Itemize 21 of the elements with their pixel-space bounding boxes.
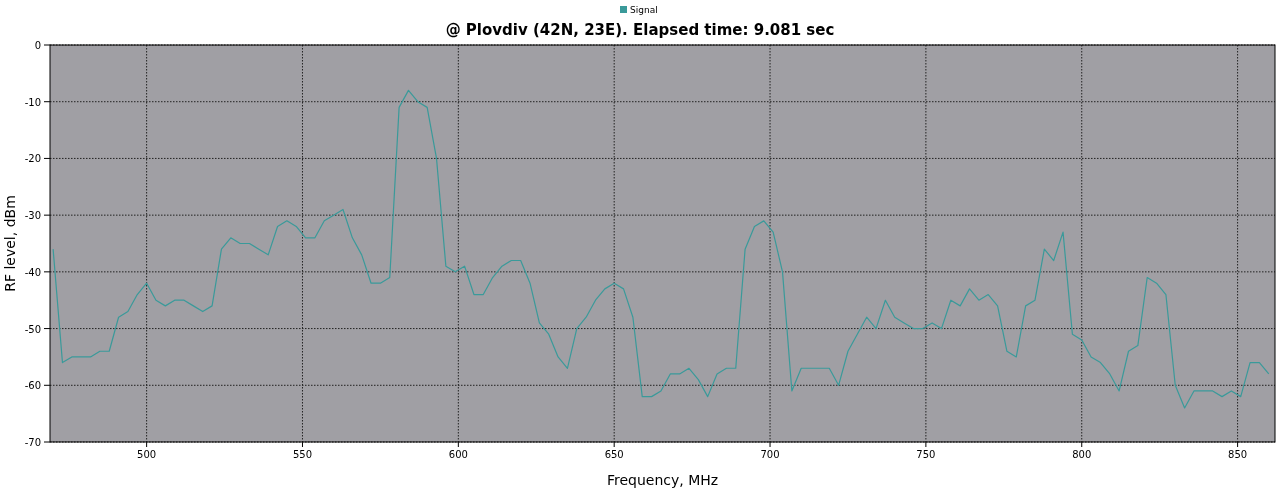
y-axis-title: RF level, dBm [2, 195, 18, 292]
y-tick-label: -30 [24, 210, 41, 222]
y-tick-label: -60 [24, 380, 41, 392]
y-tick-label: -40 [24, 266, 41, 278]
chart-title: @ Plovdiv (42N, 23E). Elapsed time: 9.081 sec [445, 21, 835, 39]
x-tick-label: 500 [137, 449, 157, 460]
x-tick-label: 600 [448, 449, 468, 460]
y-tick-label: -50 [24, 323, 41, 335]
line-series [52, 89, 1270, 409]
x-tick-label: 850 [1228, 449, 1248, 460]
y-tick-label: -10 [24, 96, 41, 108]
x-tick-label: 700 [760, 449, 780, 460]
x-tick-label: 800 [1072, 449, 1092, 460]
x-tick-label: 650 [604, 449, 624, 460]
y-tick-label: 0 [34, 40, 41, 51]
x-axis-title: Frequency, MHz [606, 472, 719, 488]
y-tick-label: -20 [24, 153, 41, 165]
x-tick-label: 750 [916, 449, 936, 460]
x-tick-label: 550 [292, 449, 313, 460]
y-tick-label: -70 [24, 437, 41, 448]
legend-label: Signal [630, 5, 658, 15]
